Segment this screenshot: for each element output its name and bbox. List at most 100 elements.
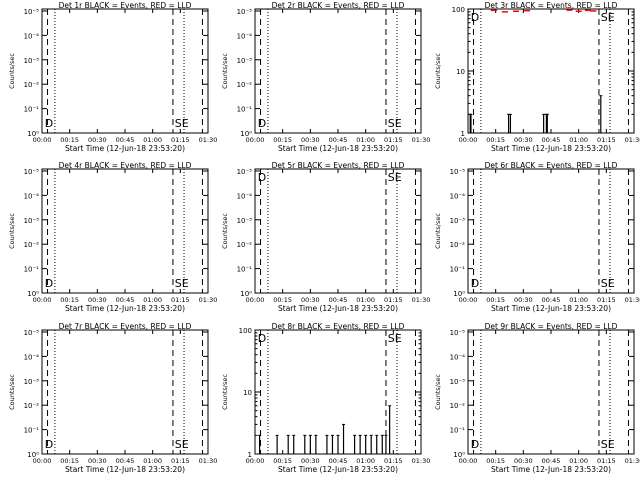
x-tick-label: 01:00 [569, 296, 588, 304]
y-tick-label: 10⁻¹ [237, 106, 253, 114]
plot-frame [41, 168, 209, 294]
plot-frame [254, 8, 422, 134]
x-tick-label: 00:30 [88, 457, 107, 465]
x-axis-label: Start Time (12-Jun-18 23:53:20) [491, 304, 611, 313]
x-tick-label: 01:30 [625, 296, 640, 304]
y-tick-label: 10⁻¹ [24, 266, 40, 274]
y-tick-label: 10⁻³ [450, 378, 466, 386]
chart-title: Det 5r BLACK = Events, RED = LLD [272, 161, 405, 170]
chart-title: Det 3r BLACK = Events, RED = LLD [485, 1, 618, 10]
x-tick-label: 00:15 [273, 136, 292, 144]
x-tick-label: 01:00 [569, 136, 588, 144]
x-tick-label: 00:45 [542, 136, 561, 144]
y-tick-label: 10⁻⁴ [237, 32, 253, 40]
x-tick-label: 00:00 [459, 136, 478, 144]
x-tick-label: 00:00 [459, 457, 478, 465]
y-tick-label: 10⁻² [450, 241, 466, 249]
plot-frame [41, 329, 209, 455]
annotation-se: SE [388, 171, 402, 184]
x-tick-label: 01:15 [597, 296, 616, 304]
y-tick-label: 10 [243, 389, 252, 397]
x-tick-label: 00:00 [246, 296, 265, 304]
y-tick-label: 10⁻² [24, 241, 40, 249]
x-tick-label: 00:30 [514, 296, 533, 304]
x-tick-label: 00:15 [273, 296, 292, 304]
y-tick-label: 10⁰ [240, 290, 252, 298]
plot-frame [467, 8, 635, 134]
y-axis-label: Counts/sec [434, 213, 442, 249]
y-tick-label: 10 [456, 68, 465, 76]
x-tick-label: 00:15 [60, 136, 79, 144]
x-tick-label: 01:00 [356, 296, 375, 304]
plot-frame [41, 8, 209, 134]
plot-frame [467, 329, 635, 455]
chart-title: Det 9r BLACK = Events, RED = LLD [485, 322, 618, 331]
x-tick-label: 01:15 [597, 457, 616, 465]
y-tick-label: 10⁻² [237, 81, 253, 89]
x-tick-label: 00:00 [246, 457, 265, 465]
y-axis-label: Counts/sec [8, 374, 16, 410]
y-axis-label: Counts/sec [221, 374, 229, 410]
y-tick-label: 100 [239, 327, 252, 335]
annotation-d: D [471, 277, 479, 290]
x-tick-label: 00:15 [486, 136, 505, 144]
y-axis-label: Counts/sec [221, 53, 229, 89]
y-tick-label: 1 [461, 130, 465, 138]
annotation-se: SE [388, 332, 402, 345]
x-tick-label: 01:00 [143, 457, 162, 465]
annotation-d: D [471, 438, 479, 451]
chart-title: Det 8r BLACK = Events, RED = LLD [272, 322, 405, 331]
annotation-se: SE [175, 117, 189, 130]
x-tick-label: 00:30 [514, 457, 533, 465]
x-tick-label: 00:45 [116, 457, 135, 465]
y-tick-label: 10⁻⁵ [24, 8, 40, 16]
y-tick-label: 10⁻² [450, 402, 466, 410]
annotation-d: D [258, 332, 266, 345]
x-tick-label: 00:15 [60, 296, 79, 304]
x-tick-label: 01:00 [143, 296, 162, 304]
y-tick-label: 10⁻⁴ [24, 192, 40, 200]
y-tick-label: 10⁻⁵ [24, 168, 40, 176]
y-tick-label: 10⁰ [240, 130, 252, 138]
y-tick-label: 10⁻⁴ [237, 192, 253, 200]
x-tick-label: 00:45 [116, 136, 135, 144]
y-axis-label: Counts/sec [434, 374, 442, 410]
x-tick-label: 00:30 [88, 136, 107, 144]
x-tick-label: 01:30 [412, 136, 431, 144]
x-axis-label: Start Time (12-Jun-18 23:53:20) [491, 465, 611, 474]
x-tick-label: 00:00 [33, 457, 52, 465]
y-axis-label: Counts/sec [8, 53, 16, 89]
x-tick-label: 00:30 [301, 457, 320, 465]
y-axis-label: Counts/sec [434, 53, 442, 89]
y-tick-label: 10⁻¹ [237, 266, 253, 274]
x-tick-label: 00:30 [301, 296, 320, 304]
y-tick-label: 1 [248, 451, 252, 459]
x-tick-label: 01:00 [569, 457, 588, 465]
y-tick-label: 10⁻¹ [24, 427, 40, 435]
x-tick-label: 01:30 [625, 457, 640, 465]
x-tick-label: 00:15 [486, 457, 505, 465]
annotation-se: SE [601, 11, 615, 24]
x-tick-label: 01:00 [356, 457, 375, 465]
annotation-d: D [471, 11, 479, 24]
x-tick-label: 00:00 [246, 136, 265, 144]
x-tick-label: 01:15 [171, 296, 190, 304]
y-tick-label: 10⁻⁴ [450, 353, 466, 361]
x-axis-label: Start Time (12-Jun-18 23:53:20) [65, 304, 185, 313]
annotation-d: D [258, 117, 266, 130]
y-axis-label: Counts/sec [8, 213, 16, 249]
x-tick-label: 01:30 [199, 136, 218, 144]
annotation-se: SE [388, 117, 402, 130]
y-tick-label: 10⁻² [237, 241, 253, 249]
x-tick-label: 01:15 [384, 136, 403, 144]
x-tick-label: 01:15 [384, 457, 403, 465]
x-tick-label: 01:15 [384, 296, 403, 304]
y-tick-label: 10⁻³ [450, 217, 466, 225]
x-tick-label: 01:00 [143, 136, 162, 144]
x-axis-label: Start Time (12-Jun-18 23:53:20) [491, 144, 611, 153]
annotation-d: D [45, 117, 53, 130]
annotation-d: D [45, 438, 53, 451]
x-tick-label: 00:45 [542, 296, 561, 304]
x-tick-label: 01:30 [199, 457, 218, 465]
